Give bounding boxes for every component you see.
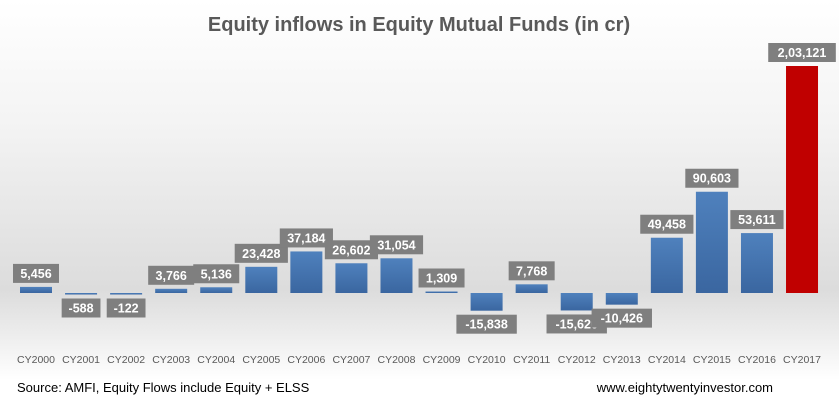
data-label-box [324,240,379,260]
data-labels-group: 5,456 -588 -122 3,766 5,136 23,428 37,184 26,60… [13,43,836,334]
category-label: CY2016 [738,354,776,366]
category-label: CY2012 [558,354,596,366]
category-label: CY2009 [423,354,461,366]
category-axis: CY2000 CY2001 CY2002 CY2003 CY2004 CY2005 CY20… [17,354,821,366]
bar-cy2012 [560,293,593,311]
data-label-box [369,235,424,255]
bar-cy2015 [695,191,728,293]
data-label-box [13,263,59,283]
data-label-box [418,268,465,288]
data-label-cy2017: 2,03,121 [768,43,836,62]
data-label-box [508,261,555,281]
category-label: CY2014 [648,354,686,366]
bar-cy2008 [380,258,413,293]
data-label-cy2000: 5,456 [13,263,59,283]
bar-cy2009 [425,291,458,293]
data-label-cy2001: -588 [61,298,101,318]
data-label-cy2011: 7,768 [508,261,555,281]
category-label: CY2011 [513,354,550,366]
bar-cy2010 [470,293,503,311]
data-label-cy2009: 1,309 [418,268,465,288]
bar-cy2013 [605,293,638,305]
data-label-cy2013: -10,426 [591,308,652,328]
bar-cy2016 [740,233,773,293]
data-label-cy2002: -122 [106,298,146,318]
data-label-cy2014: 49,458 [640,214,694,234]
category-label: CY2006 [287,354,325,366]
category-label: CY2008 [378,354,416,366]
data-label-cy2005: 23,428 [234,243,288,263]
data-label-text: 37,184 [287,231,325,245]
data-label-box [106,298,146,318]
data-label-text: -588 [69,302,94,316]
data-label-cy2015: 90,603 [685,168,739,188]
data-label-text: 53,611 [738,213,776,227]
bar-cy2005 [245,266,278,293]
data-label-text: 23,428 [242,247,280,261]
data-label-text: 2,03,121 [778,46,827,60]
data-label-cy2004: 5,136 [193,264,240,284]
bar-cy2006 [290,251,323,293]
bar-cy2003 [155,288,188,293]
category-label: CY2000 [17,354,55,366]
category-label: CY2002 [107,354,145,366]
data-label-text: 1,309 [426,272,457,286]
bar-cy2017 [786,66,819,293]
data-label-text: -15,838 [465,318,507,332]
category-label: CY2017 [783,354,821,366]
category-label: CY2003 [152,354,190,366]
data-label-text: 5,456 [20,267,51,281]
data-label-text: 26,602 [332,243,370,257]
data-label-cy2016: 53,611 [730,210,784,230]
data-label-text: 31,054 [377,238,415,252]
data-label-box [640,214,694,234]
data-label-box [768,43,836,62]
data-label-text: -15,620 [556,317,598,331]
website-credit: www.eightytwentyinvestor.com [596,380,773,395]
data-label-box [61,298,101,318]
data-label-box [730,210,784,230]
data-label-box [234,243,288,263]
bar-cy2004 [200,287,233,293]
category-label: CY2015 [693,354,731,366]
bar-cy2014 [650,237,683,293]
category-label: CY2013 [603,354,641,366]
bar-cy2000 [20,286,52,293]
data-label-box [591,308,652,328]
data-label-cy2007: 26,602 [324,240,379,260]
source-note: Source: AMFI, Equity Flows include Equit… [17,380,310,395]
data-label-box [148,265,195,285]
data-label-text: 90,603 [693,172,731,186]
data-label-box [193,264,240,284]
bar-cy2007 [335,263,368,293]
data-label-box [456,314,517,334]
category-label: CY2010 [468,354,506,366]
category-label: CY2005 [242,354,280,366]
data-label-text: -10,426 [601,312,643,326]
bars-group [20,66,819,311]
data-label-text: -122 [114,302,139,316]
bar-cy2002 [110,293,143,295]
data-label-text: 7,768 [516,264,547,278]
data-label-cy2010: -15,838 [456,314,517,334]
data-label-cy2003: 3,766 [148,265,195,285]
category-label: CY2004 [197,354,235,366]
data-label-text: 49,458 [648,218,686,232]
chart-title: Equity inflows in Equity Mutual Funds (i… [208,14,630,36]
data-label-cy2006: 37,184 [279,228,333,248]
data-label-cy2008: 31,054 [369,235,424,255]
category-label: CY2001 [62,354,100,366]
data-label-text: 5,136 [201,267,232,281]
data-label-text: 3,766 [156,269,187,283]
data-label-box [279,228,333,248]
category-label: CY2007 [332,354,370,366]
bar-cy2011 [515,284,548,293]
data-label-box [685,168,739,188]
bar-cy2001 [65,293,98,295]
